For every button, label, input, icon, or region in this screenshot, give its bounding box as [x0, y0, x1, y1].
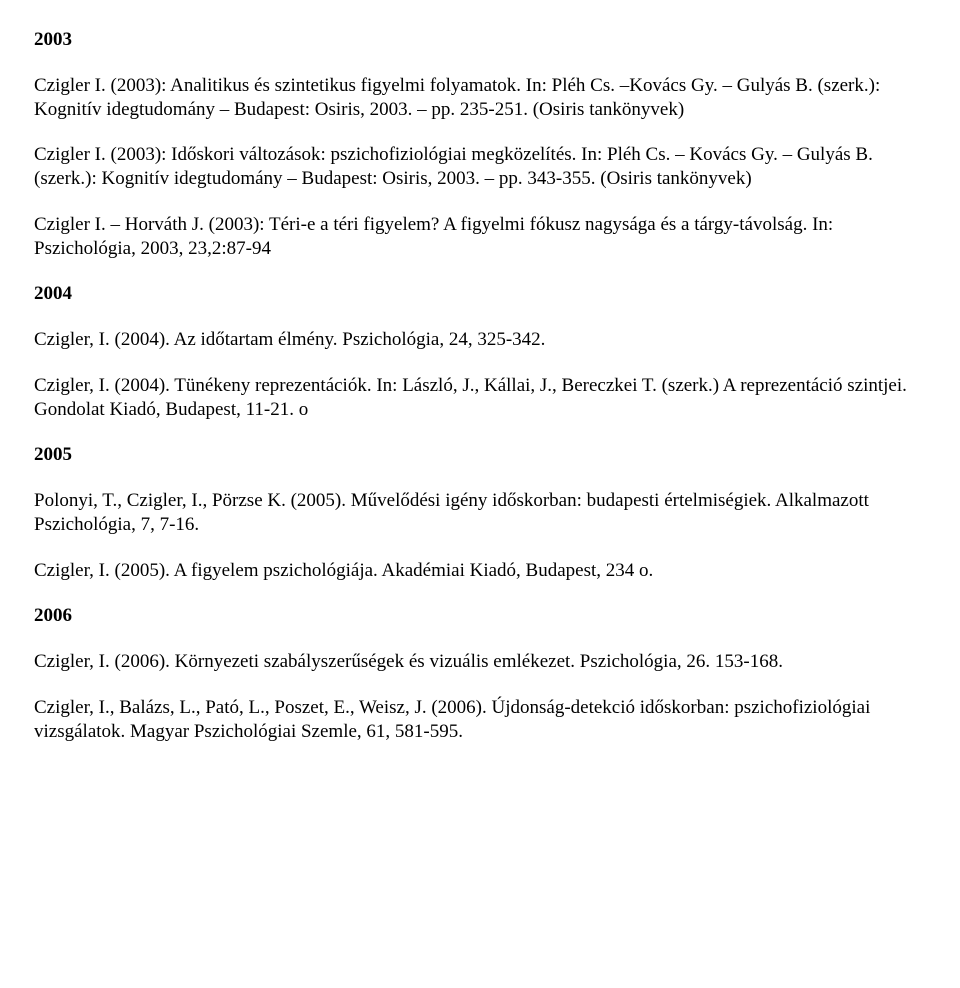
bibliography-entry: Czigler I. – Horváth J. (2003): Téri-e a…: [34, 213, 926, 261]
year-heading: 2006: [34, 604, 926, 628]
bibliography-entry: Czigler I. (2003): Időskori változások: …: [34, 143, 926, 191]
bibliography-entry: Czigler, I. (2004). Az időtartam élmény.…: [34, 328, 926, 352]
bibliography-entry: Czigler, I. (2005). A figyelem pszicholó…: [34, 559, 926, 583]
bibliography-entry: Polonyi, T., Czigler, I., Pörzse K. (200…: [34, 489, 926, 537]
year-heading: 2005: [34, 443, 926, 467]
year-heading: 2003: [34, 28, 926, 52]
bibliography-entry: Czigler I. (2003): Analitikus és szintet…: [34, 74, 926, 122]
bibliography-entry: Czigler, I. (2006). Környezeti szabálysz…: [34, 650, 926, 674]
bibliography-entry: Czigler, I. (2004). Tünékeny reprezentác…: [34, 374, 926, 422]
year-heading: 2004: [34, 282, 926, 306]
bibliography-entry: Czigler, I., Balázs, L., Pató, L., Posze…: [34, 696, 926, 744]
